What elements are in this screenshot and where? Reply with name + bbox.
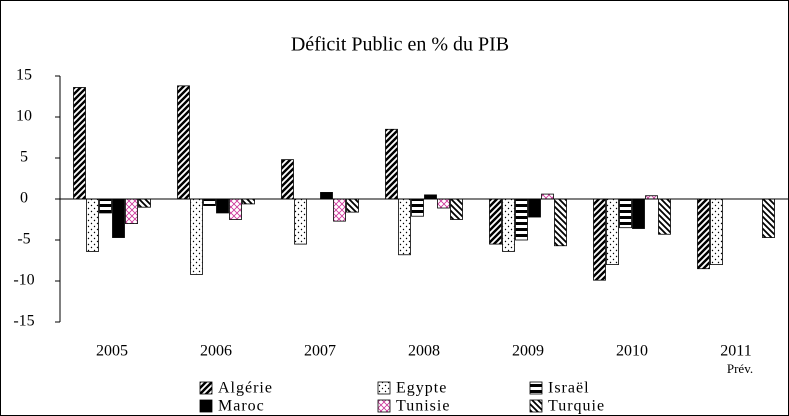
bar (203, 198, 216, 206)
y-tick-label: 15 (16, 67, 32, 84)
legend-label: Algérie (218, 380, 273, 397)
category-note: Prév. (727, 361, 753, 376)
bar (125, 198, 138, 225)
x-tick-label: 2007 (304, 343, 336, 360)
bar (398, 198, 411, 256)
legend-swatch (529, 381, 543, 395)
bar (541, 193, 554, 200)
bar (593, 198, 606, 281)
bar (333, 198, 346, 222)
x-tick-label: 2008 (408, 343, 440, 360)
y-tick-label: -15 (13, 313, 34, 330)
bar (112, 198, 125, 238)
bar (489, 198, 502, 245)
bar (86, 198, 99, 252)
bar (216, 198, 229, 214)
bar (528, 198, 541, 218)
bar (190, 198, 203, 275)
y-tick-label: 5 (20, 149, 28, 166)
x-tick-label: 2011 (720, 343, 751, 360)
y-tick-label: -10 (13, 272, 34, 289)
legend-swatch (377, 381, 391, 395)
bar (554, 198, 567, 247)
bar (697, 198, 710, 270)
bar (177, 85, 190, 200)
bar (710, 198, 723, 265)
legend-label: Turquie (548, 398, 605, 415)
y-tick-label: 10 (16, 108, 32, 125)
bar (320, 192, 333, 200)
bar (515, 198, 528, 241)
bar (411, 198, 424, 217)
bar (99, 198, 112, 214)
bar (424, 194, 437, 200)
x-tick-label: 2005 (96, 343, 128, 360)
bar (294, 198, 307, 245)
legend-label: Tunisie (396, 398, 450, 415)
bar (632, 198, 645, 229)
legend-swatch (199, 381, 213, 395)
legend-label: Maroc (218, 398, 265, 415)
x-tick-label: 2009 (512, 343, 544, 360)
legend-label: Egypte (396, 380, 447, 397)
y-tick-label: 0 (20, 190, 28, 207)
legend-swatch (199, 399, 213, 413)
bar (762, 198, 775, 238)
x-tick-label: 2010 (616, 343, 648, 360)
bar (606, 198, 619, 265)
bar (385, 128, 398, 200)
bar (281, 159, 294, 200)
bar (138, 198, 151, 208)
bar (437, 198, 450, 209)
y-tick-label: -5 (17, 231, 30, 248)
chart-title: Déficit Public en % du PIB (291, 34, 509, 56)
x-tick-label: 2006 (200, 343, 232, 360)
bar (346, 198, 359, 213)
bar (502, 198, 515, 252)
legend-swatch (529, 399, 543, 413)
bar (242, 198, 255, 205)
bar (73, 87, 86, 200)
bar (619, 198, 632, 229)
bar (450, 198, 463, 220)
legend-swatch (377, 399, 391, 413)
bar (658, 198, 671, 235)
bar (229, 198, 242, 220)
legend-label: Israël (548, 380, 590, 397)
